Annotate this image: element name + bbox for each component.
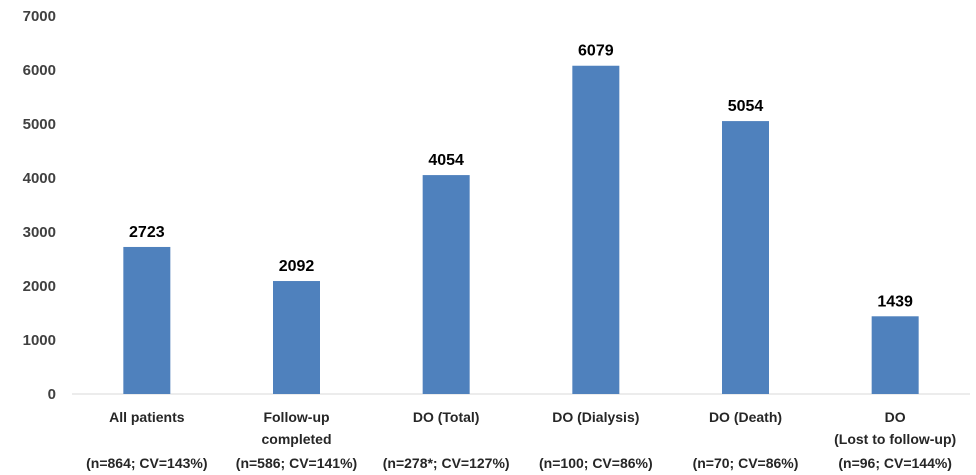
x-tick-label: Follow-up	[263, 409, 329, 425]
x-tick-label: DO (Death)	[709, 409, 782, 425]
y-tick-label: 4000	[23, 170, 56, 187]
data-label: 2723	[129, 224, 165, 241]
data-label: 1439	[877, 293, 913, 310]
y-tick-label: 6000	[23, 62, 56, 79]
x-tick-label: DO	[885, 409, 906, 425]
y-tick-label: 5000	[23, 116, 56, 133]
x-tick-label: completed	[261, 431, 331, 447]
data-label: 5054	[728, 98, 764, 115]
x-tick-label: (n=586; CV=141%)	[236, 455, 357, 471]
x-tick-label: DO (Total)	[413, 409, 480, 425]
x-tick-label: All patients	[109, 409, 185, 425]
x-tick-label: (n=278*; CV=127%)	[383, 455, 510, 471]
data-label: 6079	[578, 43, 614, 60]
x-tick-label: DO (Dialysis)	[552, 409, 639, 425]
bar	[722, 121, 769, 395]
x-tick-label: (n=100; CV=86%)	[539, 455, 653, 471]
y-tick-label: 3000	[23, 224, 56, 241]
x-tick-label: (n=70; CV=86%)	[693, 455, 799, 471]
bar	[273, 281, 320, 394]
y-tick-label: 2000	[23, 278, 56, 295]
x-tick-label: (n=864; CV=143%)	[86, 455, 207, 471]
bar	[871, 316, 919, 394]
x-tick-label: (Lost to follow-up)	[834, 431, 956, 447]
bar	[572, 65, 620, 394]
y-tick-label: 7000	[23, 8, 56, 25]
y-tick-label: 1000	[23, 332, 56, 349]
data-label: 4054	[428, 152, 464, 169]
bar	[123, 246, 171, 394]
y-tick-label: 0	[48, 386, 56, 403]
x-tick-label: (n=96; CV=144%)	[838, 455, 952, 471]
bar	[422, 175, 470, 394]
data-label: 2092	[279, 258, 315, 275]
